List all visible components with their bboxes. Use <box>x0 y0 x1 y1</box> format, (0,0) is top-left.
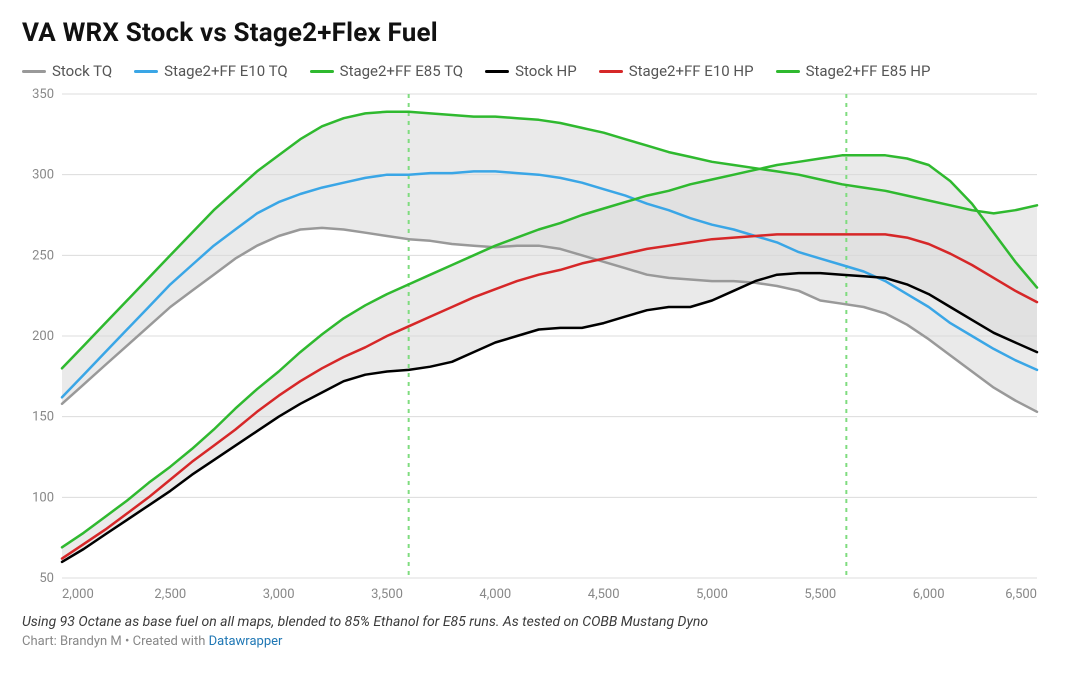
x-tick-label: 3,500 <box>371 587 403 602</box>
legend-label: Stage2+FF E10 HP <box>629 62 754 80</box>
chart-container: VA WRX Stock vs Stage2+Flex Fuel Stock T… <box>0 0 1067 700</box>
legend-label: Stage2+FF E85 TQ <box>340 62 463 80</box>
x-tick-label: 2,500 <box>154 587 186 602</box>
legend-item-stock_hp: Stock HP <box>485 62 577 80</box>
legend-label: Stock TQ <box>52 62 112 80</box>
x-tick-label: 5,500 <box>804 587 836 602</box>
legend-swatch <box>22 70 46 73</box>
x-tick-label: 4,500 <box>588 587 620 602</box>
y-tick-label: 150 <box>32 410 54 425</box>
legend-item-e10_tq: Stage2+FF E10 TQ <box>134 62 287 80</box>
y-tick-label: 250 <box>32 248 54 263</box>
credit-prefix: Chart: Brandyn M • Created with <box>22 634 209 649</box>
chart-svg: 50 100 150 200 250 300 350 2,000 2,500 3,000 3,500… <box>22 86 1045 606</box>
legend-swatch <box>485 70 509 73</box>
x-tick-label: 4,000 <box>479 587 511 602</box>
credit-link[interactable]: Datawrapper <box>209 634 283 649</box>
y-tick-label: 200 <box>32 329 54 344</box>
legend-item-stock_tq: Stock TQ <box>22 62 112 80</box>
legend-swatch <box>310 70 334 73</box>
legend-swatch <box>134 70 158 73</box>
legend-item-e10_hp: Stage2+FF E10 HP <box>599 62 754 80</box>
x-tick-label: 6,000 <box>913 587 945 602</box>
legend-swatch <box>776 70 800 73</box>
legend-swatch <box>599 70 623 73</box>
x-tick-label: 2,000 <box>62 587 94 602</box>
x-tick-label: 6,500 <box>1005 587 1037 602</box>
y-tick-label: 100 <box>32 490 54 505</box>
y-tick-label: 300 <box>32 168 54 183</box>
legend-item-e85_tq: Stage2+FF E85 TQ <box>310 62 463 80</box>
x-tick-label: 3,000 <box>263 587 295 602</box>
chart-credit: Chart: Brandyn M • Created with Datawrap… <box>22 634 1045 649</box>
chart-caption: Using 93 Octane as base fuel on all maps… <box>22 614 1045 630</box>
chart-title: VA WRX Stock vs Stage2+Flex Fuel <box>22 18 1045 48</box>
legend-label: Stock HP <box>515 62 577 80</box>
legend-label: Stage2+FF E10 TQ <box>164 62 287 80</box>
x-tick-label: 5,000 <box>696 587 728 602</box>
legend-label: Stage2+FF E85 HP <box>806 62 931 80</box>
y-tick-label: 350 <box>32 87 54 102</box>
y-tick-label: 50 <box>39 571 54 586</box>
chart-area: 50 100 150 200 250 300 350 2,000 2,500 3,000 3,500… <box>22 86 1045 606</box>
legend-item-e85_hp: Stage2+FF E85 HP <box>776 62 931 80</box>
legend: Stock TQ Stage2+FF E10 TQ Stage2+FF E85 TQ… <box>22 62 1045 80</box>
